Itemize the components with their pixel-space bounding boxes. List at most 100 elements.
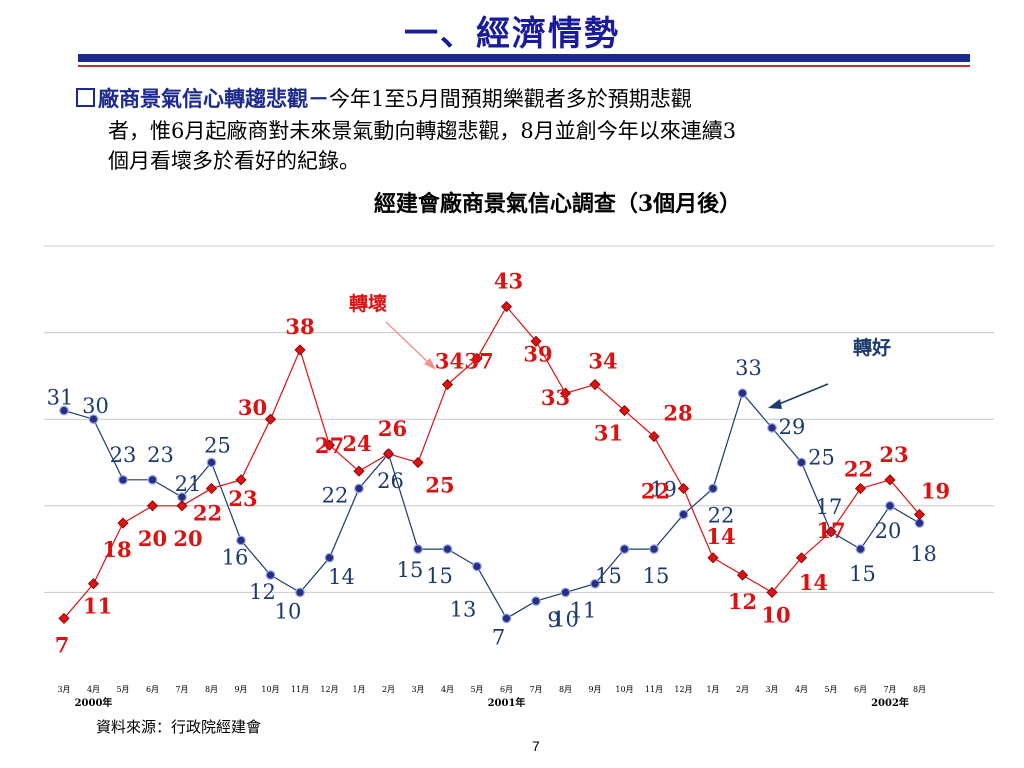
bad-data-label: 31 [594,421,623,446]
good-data-label: 22 [322,483,349,507]
bad-point [589,378,601,391]
x-tick-label: 7月 [883,685,896,694]
good-data-label: 15 [849,562,876,586]
source-note: 資料來源：行政院經建會 [96,718,262,736]
bad-data-label: 20 [138,526,167,551]
x-tick-label: 8月 [913,685,926,694]
x-tick-label: 4月 [441,685,454,694]
x-tick-label: 10月 [615,685,633,694]
bad-data-label: 22 [641,478,670,503]
good-data-label: 15 [595,564,622,588]
x-tick-label: 2月 [382,685,395,694]
x-tick-label: 2月 [736,685,749,694]
good-data-label: 25 [204,434,231,458]
bad-data-label: 26 [378,416,407,441]
x-tick-label: 4月 [87,685,100,694]
bad-data-label: 38 [285,314,314,339]
bad-point [353,465,365,477]
bad-data-label: 27 [315,433,344,458]
good-data-label: 11 [570,599,597,623]
bad-point [795,552,808,564]
good-data-label: 23 [110,443,137,467]
good-point [295,587,305,598]
bad-point [58,612,70,624]
bad-point [294,344,306,356]
good-data-label: 7 [492,625,505,649]
title-rule-accent [78,65,970,67]
year-label: 2001年 [488,696,526,709]
bad-data-label: 37 [464,349,493,374]
good-point [354,483,364,494]
good-data-label: 22 [708,503,735,527]
x-tick-label: 12月 [674,685,692,694]
bad-data-label: 30 [238,395,267,420]
x-tick-label: 11月 [291,685,309,694]
bad-data-label: 22 [844,456,873,481]
good-point [678,509,689,520]
callout-arrowhead-bad [424,358,436,370]
good-point [708,483,718,494]
good-data-label: 25 [808,446,835,470]
bad-data-label: 18 [102,537,131,562]
good-data-label: 15 [643,564,670,588]
good-data-label: 9 [547,608,560,632]
bullet-lead: 廠商景氣信心轉趨悲觀 [98,86,308,111]
bad-data-label: 12 [728,589,757,614]
bullet-paragraph: 廠商景氣信心轉趨悲觀－今年1至5月間預期樂觀者多於預期悲觀 [76,84,976,114]
good-data-label: 13 [450,597,477,621]
bad-data-label: 43 [494,269,523,294]
x-tick-label: 9月 [234,685,247,694]
x-tick-label: 1月 [706,685,719,694]
x-tick-label: 8月 [559,685,572,694]
good-data-label: 10 [275,599,302,623]
good-point [265,570,276,580]
good-point [649,544,659,554]
bad-data-label: 10 [761,602,790,627]
bad-point [854,482,867,495]
x-tick-label: 5月 [116,685,129,694]
good-data-label: 19 [650,477,677,501]
x-tick-label: 7月 [175,685,188,694]
good-data-label: 15 [397,558,424,582]
x-tick-label: 4月 [795,685,808,694]
good-data-label: 26 [377,469,404,493]
bad-point [117,517,129,529]
bad-point [677,482,690,495]
x-tick-label: 12月 [320,685,338,694]
bullet-dash: － [308,86,329,111]
good-data-label: 31 [47,386,74,410]
good-point [88,414,99,424]
good-data-label: 17 [816,495,843,519]
good-point [501,613,512,624]
good-point [206,457,217,468]
good-point [914,518,925,528]
chart-title: 經建會廠商景氣信心調查（3個月後） [373,191,742,217]
bad-point [323,439,336,451]
good-data-label: 18 [910,542,937,566]
bad-point [146,500,159,512]
bad-data-label: 25 [425,473,454,498]
bad-point [87,578,100,590]
bad-data-label: 28 [663,401,692,426]
bad-point [176,500,188,512]
bad-data-label: 11 [83,594,112,619]
bad-data-label: 20 [173,526,202,551]
good-data-label: 29 [779,415,806,439]
bad-point [264,413,277,425]
x-tick-label: 6月 [146,685,159,694]
bad-point [441,378,454,391]
bad-point [559,387,572,399]
good-point [118,475,128,485]
bad-point [648,430,660,443]
good-data-label: 12 [249,580,276,604]
bad-data-label: 17 [816,518,845,543]
bad-data-label: 14 [799,570,828,595]
series-line-bad [63,305,920,619]
callout-arrow-bad [385,321,433,367]
x-tick-label: 6月 [500,685,513,694]
x-tick-label: 5月 [824,685,837,694]
year-label: 2000年 [75,696,113,709]
checkbox-bullet-icon [76,88,95,107]
good-point [796,457,807,468]
good-data-label: 20 [875,519,902,543]
